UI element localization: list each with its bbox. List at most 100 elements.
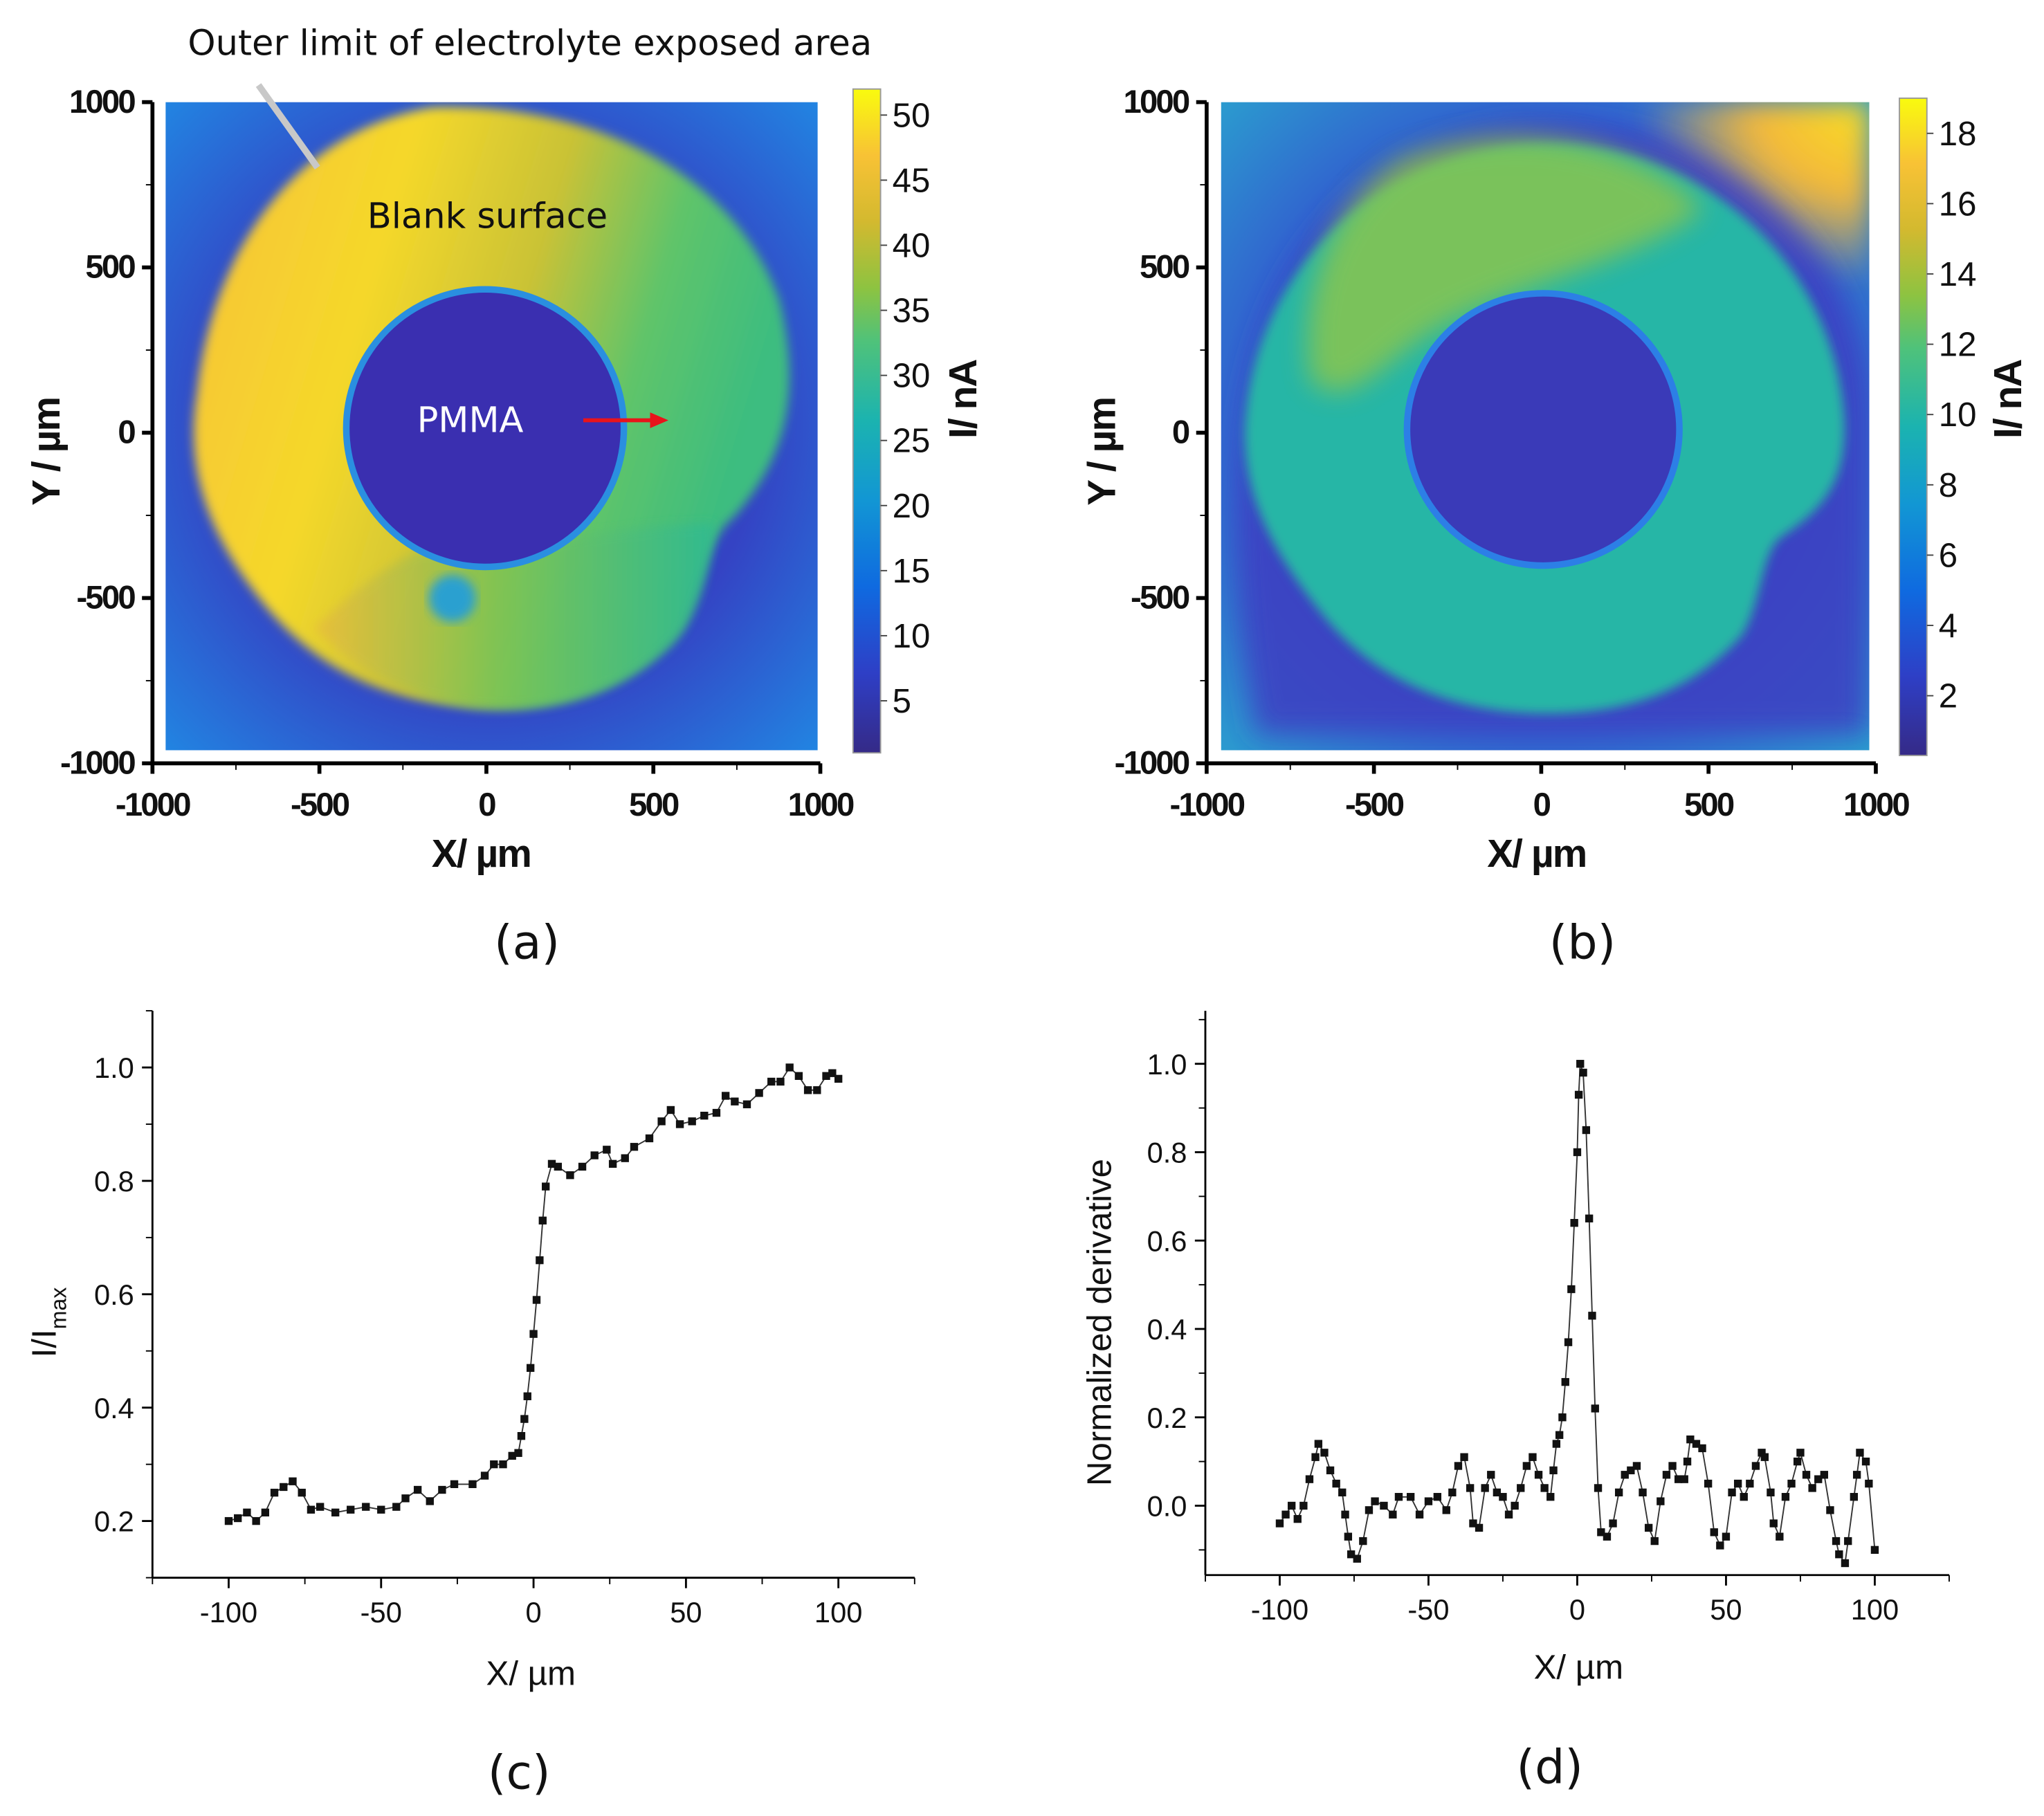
data-point — [547, 1159, 556, 1168]
panel-b-axes: -1000 -500 0 500 1000 1000 500 0 -500 -1000 — [1115, 84, 1912, 823]
data-point — [1415, 1510, 1424, 1519]
data-point — [1582, 1126, 1591, 1135]
data-point — [426, 1497, 434, 1505]
y-tick-label: 1000 — [69, 84, 135, 120]
data-point — [243, 1508, 251, 1516]
data-point — [1585, 1214, 1594, 1222]
data-point — [813, 1086, 821, 1094]
data-point — [731, 1097, 739, 1106]
data-point — [1668, 1462, 1677, 1470]
data-point — [331, 1508, 340, 1516]
data-point — [508, 1451, 516, 1460]
data-point — [1808, 1484, 1816, 1492]
x-tick-label: -100 — [1251, 1593, 1308, 1626]
data-point — [316, 1503, 325, 1511]
data-point — [1802, 1471, 1811, 1479]
data-point — [666, 1106, 675, 1115]
x-tick-label: 100 — [1851, 1593, 1899, 1626]
data-point — [1692, 1440, 1701, 1448]
panel-b-caption: (b) — [1549, 915, 1616, 970]
y-tick-label: 0.8 — [94, 1165, 134, 1198]
y-tick-label: -500 — [77, 580, 136, 616]
x-tick-label: 0 — [525, 1596, 541, 1629]
data-point — [566, 1171, 574, 1180]
data-point — [1740, 1493, 1748, 1501]
data-point — [1460, 1453, 1468, 1461]
colorbar-tick-label: 25 — [893, 422, 931, 460]
data-point — [1621, 1471, 1629, 1479]
data-point — [1365, 1506, 1374, 1514]
data-point — [1835, 1550, 1843, 1559]
data-point — [1359, 1537, 1367, 1546]
data-point — [1475, 1523, 1484, 1532]
y-tick-label: -1000 — [60, 745, 135, 782]
colorbar-tick-label: 20 — [893, 487, 931, 525]
data-point — [630, 1143, 639, 1151]
data-point — [1275, 1519, 1284, 1528]
ylabel-main: I/I — [25, 1329, 63, 1357]
data-point — [1529, 1453, 1537, 1461]
data-point — [1481, 1484, 1489, 1492]
colorbar-tick-label: 16 — [1939, 185, 1977, 223]
data-point — [657, 1117, 666, 1126]
data-point — [526, 1364, 535, 1373]
data-point — [1573, 1148, 1582, 1157]
data-point — [608, 1159, 617, 1168]
colorbar-tick-label: 8 — [1939, 466, 1958, 504]
data-point — [1627, 1466, 1635, 1475]
data-point — [1746, 1479, 1754, 1488]
data-point — [1326, 1466, 1335, 1475]
data-point — [1561, 1377, 1569, 1386]
x-tick-label: 500 — [629, 787, 679, 823]
data-point — [1698, 1444, 1706, 1453]
data-point — [1579, 1068, 1587, 1077]
data-point — [1504, 1510, 1513, 1519]
data-point — [347, 1505, 355, 1514]
data-point — [289, 1477, 297, 1485]
data-point — [270, 1488, 279, 1497]
series-line — [228, 1066, 839, 1522]
data-point — [1454, 1462, 1463, 1470]
data-point — [1442, 1506, 1450, 1514]
data-point — [1389, 1510, 1397, 1519]
colorbar-tick-label: 15 — [893, 552, 931, 590]
data-point — [536, 1256, 544, 1265]
data-point — [520, 1415, 529, 1423]
colorbar-tick-label: 30 — [893, 357, 931, 395]
colorbar-b — [1899, 97, 1928, 756]
data-point — [1865, 1479, 1873, 1488]
data-point — [523, 1392, 531, 1400]
x-tick-label: -50 — [361, 1596, 402, 1629]
x-tick-label: 0 — [478, 787, 495, 823]
colorbar-a — [852, 88, 882, 754]
data-point — [1603, 1532, 1612, 1541]
colorbar-tick-label: 40 — [893, 227, 931, 265]
annotation-blank-surface: Blank surface — [367, 196, 608, 237]
data-point — [1683, 1457, 1692, 1466]
data-point — [1644, 1523, 1653, 1532]
data-point — [712, 1108, 721, 1117]
data-point — [1287, 1501, 1296, 1510]
y-tick-label: 0.6 — [1147, 1225, 1187, 1257]
outer-limit-pointer-line — [255, 83, 320, 169]
data-point — [1555, 1431, 1564, 1439]
x-tick-label: 0 — [1569, 1593, 1585, 1626]
data-point — [1796, 1449, 1805, 1457]
data-point — [542, 1182, 550, 1191]
data-point — [1776, 1532, 1784, 1541]
x-tick-label: 100 — [814, 1596, 862, 1629]
data-point — [1353, 1554, 1361, 1563]
data-point — [392, 1503, 401, 1511]
panel-c-series — [224, 1063, 843, 1525]
data-point — [1574, 1090, 1583, 1099]
x-tick-label: 500 — [1684, 787, 1734, 823]
colorbar-a-ticks: 50 45 40 35 30 25 20 15 10 5 — [880, 96, 931, 720]
data-point — [1311, 1453, 1320, 1461]
colorbar-tick-label: 10 — [893, 617, 931, 655]
data-point — [578, 1162, 587, 1171]
data-point — [1870, 1546, 1879, 1554]
data-point — [1314, 1440, 1323, 1448]
x-tick-label: 1000 — [788, 787, 854, 823]
data-point — [1499, 1493, 1507, 1501]
data-point — [1856, 1449, 1864, 1457]
